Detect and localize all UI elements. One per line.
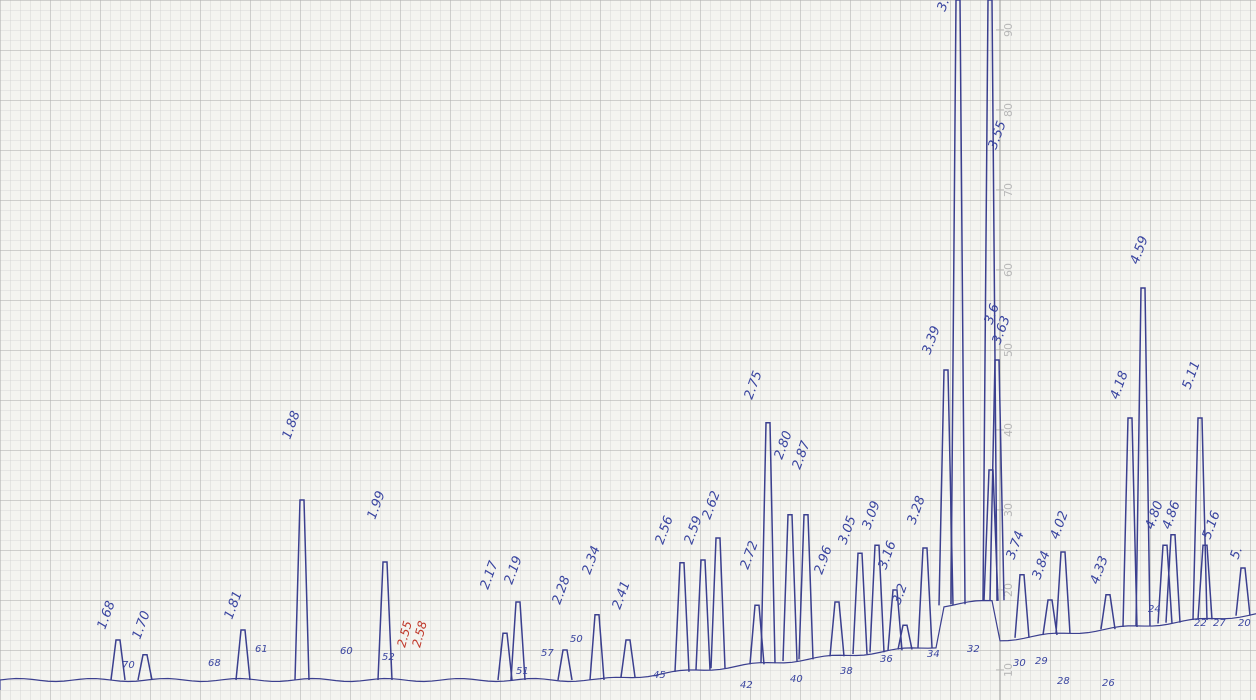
baseline-label: 60 [340, 646, 353, 657]
baseline-label: 28 [1057, 676, 1070, 687]
chart: 1020304050607080901.681.701.811.881.992.… [0, 0, 1256, 700]
baseline-label: 68 [208, 658, 221, 669]
page: 1020304050607080901.681.701.811.881.992.… [0, 0, 1256, 700]
scale-label: 60 [1002, 263, 1015, 277]
baseline-label: 24 [1148, 604, 1161, 615]
scale-label: 80 [1002, 103, 1015, 117]
baseline-label: 29 [1035, 656, 1048, 667]
baseline-label: 36 [880, 654, 893, 665]
baseline-label: 38 [840, 666, 853, 677]
baseline-label: 42 [740, 680, 753, 691]
baseline-label: 22 [1194, 618, 1207, 629]
baseline-label: 50 [570, 634, 583, 645]
baseline-label: 34 [927, 649, 940, 660]
baseline-label: 40 [790, 674, 803, 685]
baseline-label: 51 [516, 666, 529, 677]
scale-label: 90 [1002, 23, 1015, 37]
baseline-label: 20 [1238, 618, 1251, 629]
scale-label: 40 [1002, 423, 1015, 437]
baseline-label: 26 [1102, 678, 1115, 689]
baseline-label: 57 [541, 648, 554, 659]
baseline-label: 70 [122, 660, 135, 671]
scale-label: 70 [1002, 183, 1015, 197]
scale-label: 30 [1002, 503, 1015, 517]
baseline-label: 61 [255, 644, 268, 655]
baseline-label: 45 [653, 670, 666, 681]
baseline-label: 30 [1013, 658, 1026, 669]
baseline-label: 27 [1213, 618, 1226, 629]
baseline-label: 32 [967, 644, 980, 655]
baseline-label: 52 [382, 652, 395, 663]
